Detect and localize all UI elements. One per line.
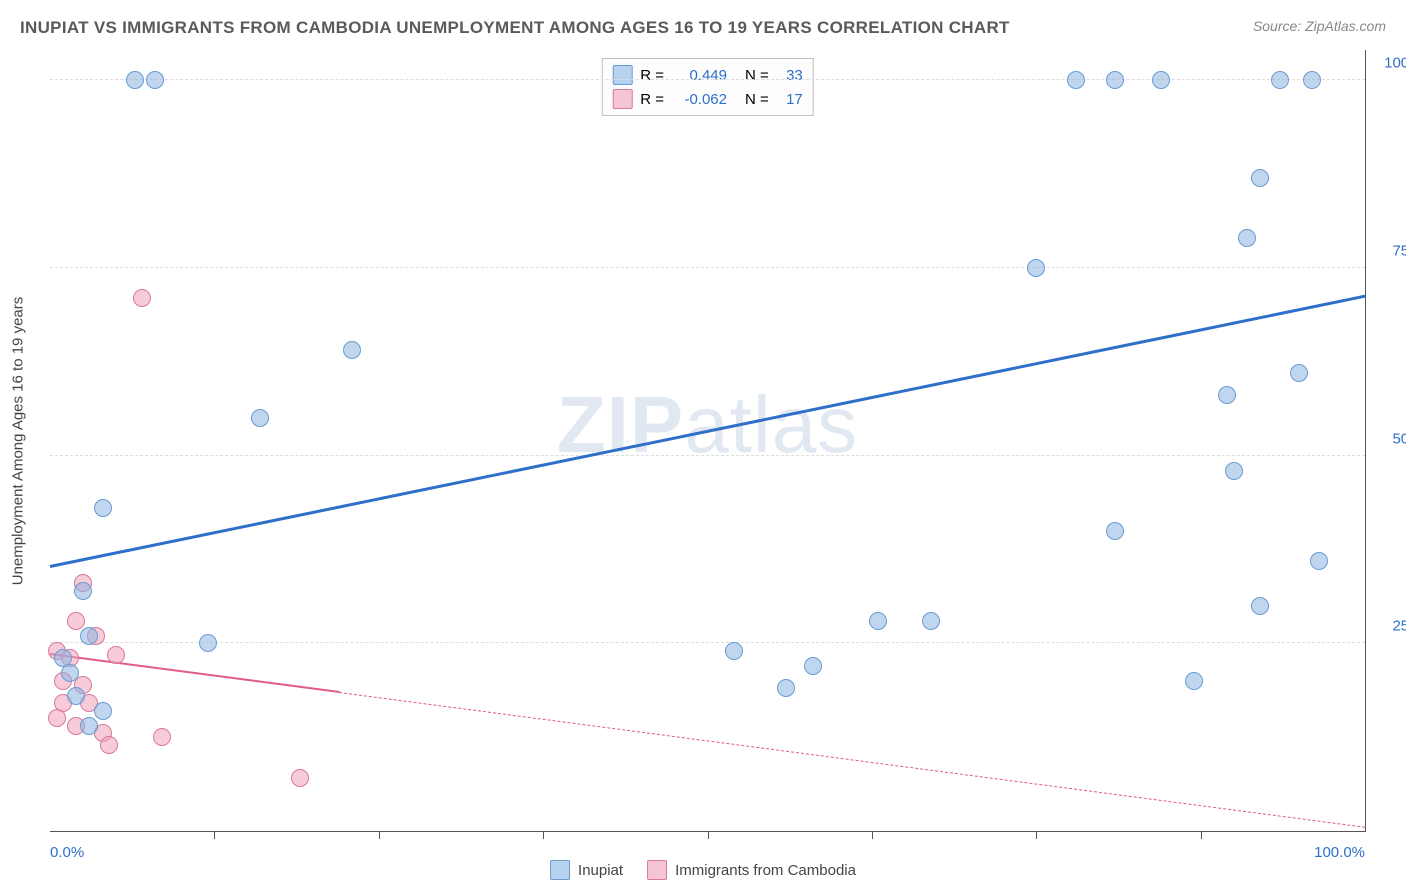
scatter-point-series1 [1290,364,1308,382]
y-tick-label: 100.0% [1375,55,1406,72]
scatter-point-series1 [1225,462,1243,480]
legend-item-series1: Inupiat [550,860,623,880]
gridline [50,267,1365,268]
x-tick [379,831,380,839]
scatter-point-series1 [1218,386,1236,404]
scatter-point-series1 [146,71,164,89]
scatter-point-series1 [80,717,98,735]
scatter-point-series1 [94,702,112,720]
y-tick-label: 50.0% [1375,430,1406,447]
x-tick [543,831,544,839]
x-tick [1201,831,1202,839]
swatch-series2-icon [612,89,632,109]
scatter-point-series1 [74,582,92,600]
y-tick-label: 25.0% [1375,618,1406,635]
swatch-series1-icon [612,65,632,85]
scatter-point-series1 [1310,552,1328,570]
scatter-point-series1 [1271,71,1289,89]
scatter-point-series1 [61,664,79,682]
scatter-point-series1 [1303,71,1321,89]
n-value-series1: 33 [777,67,803,84]
r-value-series1: 0.449 [672,67,727,84]
scatter-point-series1 [1251,169,1269,187]
scatter-point-series2 [107,646,125,664]
chart-title: INUPIAT VS IMMIGRANTS FROM CAMBODIA UNEM… [20,18,1010,38]
bottom-legend: Inupiat Immigrants from Cambodia [550,860,856,880]
scatter-point-series1 [1067,71,1085,89]
source-attribution: Source: ZipAtlas.com [1253,18,1386,34]
scatter-point-series1 [777,679,795,697]
y-axis-title: Unemployment Among Ages 16 to 19 years [10,296,27,585]
stats-row-series1: R = 0.449 N = 33 [612,63,803,87]
scatter-point-series1 [1027,259,1045,277]
trend-line [339,692,1365,828]
r-label: R = [640,91,664,108]
scatter-point-series2 [100,736,118,754]
x-tick [872,831,873,839]
scatter-point-series1 [94,499,112,517]
x-tick [214,831,215,839]
swatch-series1-icon [550,860,570,880]
r-value-series2: -0.062 [672,91,727,108]
x-tick-label: 0.0% [50,844,84,861]
scatter-point-series1 [67,687,85,705]
scatter-point-series2 [48,709,66,727]
stats-row-series2: R = -0.062 N = 17 [612,87,803,111]
legend-item-series2: Immigrants from Cambodia [647,860,856,880]
scatter-point-series1 [199,634,217,652]
scatter-point-series1 [251,409,269,427]
correlation-stats-box: R = 0.449 N = 33 R = -0.062 N = 17 [601,58,814,116]
scatter-point-series1 [1251,597,1269,615]
x-tick [708,831,709,839]
r-label: R = [640,67,664,84]
swatch-series2-icon [647,860,667,880]
scatter-point-series2 [153,728,171,746]
x-tick-label: 100.0% [1314,844,1365,861]
scatter-point-series1 [1152,71,1170,89]
scatter-point-series1 [922,612,940,630]
y-tick-label: 75.0% [1375,242,1406,259]
x-tick [1036,831,1037,839]
scatter-point-series1 [126,71,144,89]
scatter-point-series1 [804,657,822,675]
scatter-point-series2 [133,289,151,307]
scatter-point-series1 [1106,522,1124,540]
scatter-point-series1 [1238,229,1256,247]
scatter-point-series1 [1185,672,1203,690]
scatter-point-series1 [80,627,98,645]
n-label: N = [745,91,769,108]
legend-label-series2: Immigrants from Cambodia [675,862,856,879]
chart-plot-area: Unemployment Among Ages 16 to 19 years Z… [50,50,1366,832]
scatter-point-series1 [869,612,887,630]
scatter-point-series1 [1106,71,1124,89]
watermark: ZIPatlas [557,379,858,471]
trend-line [50,653,340,693]
scatter-point-series1 [725,642,743,660]
scatter-point-series1 [343,341,361,359]
legend-label-series1: Inupiat [578,862,623,879]
scatter-point-series2 [67,612,85,630]
n-label: N = [745,67,769,84]
scatter-point-series2 [291,769,309,787]
n-value-series2: 17 [777,91,803,108]
gridline [50,642,1365,643]
gridline [50,455,1365,456]
trend-line [50,295,1366,568]
